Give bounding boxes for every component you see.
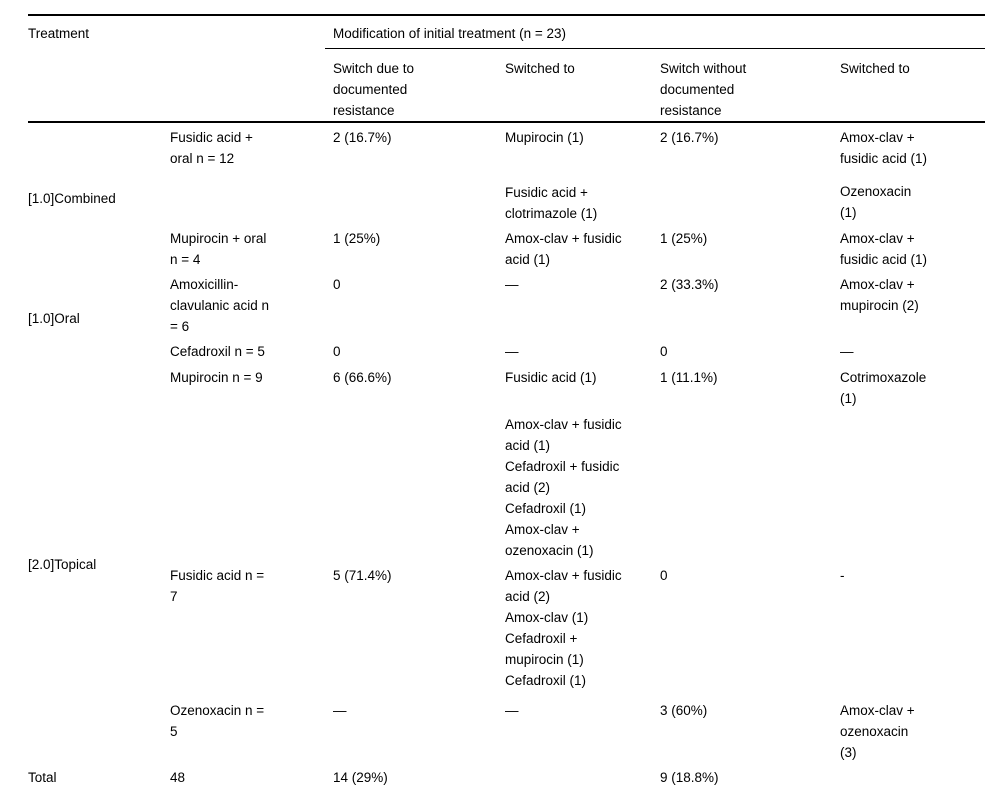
group-label-topical: [2.0]Topical <box>28 557 97 572</box>
total-switched-to-2-cell <box>832 762 985 786</box>
switched-to-entry: Cefadroxil (1) <box>505 500 587 516</box>
total-n-cell: 48 <box>168 762 325 786</box>
switched-to-entry: Amox-clav + fusidic acid (1) <box>840 129 928 166</box>
total-label: Total <box>28 762 168 786</box>
switched-to-cell: Amox-clav + fusidic acid (2) Amox-clav (… <box>497 561 652 696</box>
switched-to-entry: Fusidic acid + clotrimazole (1) <box>505 184 598 221</box>
total-switched-to-cell <box>497 762 652 786</box>
switched-to-entry: Amox-clav + fusidic acid (1) <box>505 416 622 453</box>
total-row: Total 48 14 (29%) 9 (18.8%) <box>28 762 985 786</box>
total-switch-without-cell: 9 (18.8%) <box>652 762 832 786</box>
group-label-oral: [1.0]Oral <box>28 310 80 326</box>
switch-without-cell: 0 <box>660 343 668 359</box>
treatment-cell: Amoxicillin-clavulanic acid n = 6 <box>170 276 270 334</box>
table-row: Cefadroxil n = 5 0 — 0 — <box>28 337 985 363</box>
switched-to-entry: - <box>840 567 845 583</box>
table-body: [1.0]Combined Fusidic acid + oral n = 12… <box>28 122 985 786</box>
table-header: Treatment Modification of initial treatm… <box>28 15 985 123</box>
switched-to-entry: Cefadroxil (1) <box>505 672 587 688</box>
switched-to-entry: — <box>505 276 519 292</box>
switch-without-cell: 1 (11.1%) <box>660 369 718 385</box>
switched-to-entry: Amox-clav + ozenoxacin (3) <box>840 702 915 760</box>
switched-to-entry: — <box>505 702 519 718</box>
switched-to-2-cell: Amox-clav + ozenoxacin (3) <box>832 696 985 763</box>
switch-due-cell: 2 (16.7%) <box>333 129 392 145</box>
switch-due-cell: 0 <box>333 343 341 359</box>
empty-header-cell <box>28 48 168 123</box>
group-label-combined: [1.0]Combined <box>28 190 116 206</box>
table-row: Fusidic acid n = 7 5 (71.4%) Amox-clav +… <box>28 561 985 696</box>
switch-due-cell: 1 (25%) <box>333 230 381 246</box>
treatment-cell: Mupirocin n = 9 <box>170 369 263 385</box>
switched-to-entry: Cefadroxil + fusidic acid (2) <box>505 458 620 495</box>
empty-header-cell <box>168 48 325 123</box>
switched-to-cell: — <box>497 337 652 363</box>
treatment-column-header: Treatment <box>28 26 90 41</box>
treatment-cell: Cefadroxil n = 5 <box>170 343 265 359</box>
switched-to-entry: Amox-clav + fusidic acid (1) <box>505 230 622 267</box>
treatment-cell: Ozenoxacin n = 5 <box>170 702 265 739</box>
total-switch-due-cell: 14 (29%) <box>325 762 497 786</box>
switch-without-cell: 3 (60%) <box>660 702 708 718</box>
header-row-sub: Switch due to documented resistance Swit… <box>28 48 985 123</box>
switched-to-2-cell: Amox-clav + fusidic acid (1) Ozenoxacin … <box>832 122 985 224</box>
switched-to-cell: — <box>497 270 652 337</box>
switched-to-cell: Fusidic acid (1) Amox-clav + fusidic aci… <box>497 363 652 561</box>
switched-to-entry: Ozenoxacin (1) <box>840 183 912 220</box>
table-row: [1.0]Oral Amoxicillin-clavulanic acid n … <box>28 270 985 337</box>
switched-to-entry: Fusidic acid (1) <box>505 369 597 385</box>
switched-to-2-header: Switched to <box>832 48 985 123</box>
switched-to-2-cell: Amox-clav + mupirocin (2) <box>832 270 985 337</box>
switch-without-cell: 2 (33.3%) <box>660 276 719 292</box>
switched-to-2-cell: Cotrimoxazole (1) <box>832 363 985 561</box>
header-row-spanner: Treatment Modification of initial treatm… <box>28 15 985 49</box>
table-row: [1.0]Combined Fusidic acid + oral n = 12… <box>28 122 985 224</box>
switch-due-cell: — <box>333 702 347 718</box>
treatment-cell: Fusidic acid n = 7 <box>170 567 265 604</box>
switched-to-2-cell: - <box>832 561 985 696</box>
treatment-cell: Fusidic acid + oral n = 12 <box>170 129 253 166</box>
modification-spanner-header: Modification of initial treatment (n = 2… <box>325 15 985 49</box>
switch-due-cell: 5 (71.4%) <box>333 567 392 583</box>
switched-to-entry: Amox-clav + mupirocin (2) <box>840 276 919 313</box>
switch-without-cell: 0 <box>660 567 668 583</box>
switched-to-entry: Amox-clav + fusidic acid (2) <box>505 567 622 604</box>
switched-to-entry: Mupirocin (1) <box>505 129 584 145</box>
switched-to-entry: Cefadroxil + mupirocin (1) <box>505 630 584 667</box>
switch-without-cell: 1 (25%) <box>660 230 708 246</box>
switched-to-entry: — <box>505 343 519 359</box>
treatment-modification-table: Treatment Modification of initial treatm… <box>28 14 985 786</box>
switched-to-2-cell: — <box>832 337 985 363</box>
switched-to-cell: — <box>497 696 652 763</box>
switch-due-cell: 0 <box>333 276 341 292</box>
switched-to-entry: — <box>840 343 854 359</box>
switch-due-header: Switch due to documented resistance <box>325 48 497 123</box>
switch-due-cell: 6 (66.6%) <box>333 369 392 385</box>
switched-to-cell: Mupirocin (1) Fusidic acid + clotrimazol… <box>497 122 652 224</box>
switched-to-entry: Amox-clav + fusidic acid (1) <box>840 230 928 267</box>
table-row: Ozenoxacin n = 5 — — 3 (60%) Amox-clav +… <box>28 696 985 763</box>
treatment-cell: Mupirocin + oral n = 4 <box>170 230 267 267</box>
switched-to-header: Switched to <box>497 48 652 123</box>
table-row: [2.0]Topical Mupirocin n = 9 6 (66.6%) F… <box>28 363 985 573</box>
table-row: Mupirocin + oral n = 4 1 (25%) Amox-clav… <box>28 224 985 270</box>
switched-to-entry: Cotrimoxazole (1) <box>840 369 927 406</box>
switched-to-entry: Amox-clav (1) <box>505 609 589 625</box>
switch-without-cell: 2 (16.7%) <box>660 129 719 145</box>
switched-to-2-cell: Amox-clav + fusidic acid (1) <box>832 224 985 270</box>
switch-without-header: Switch without documented resistance <box>652 48 832 123</box>
switched-to-entry: Amox-clav + ozenoxacin (1) <box>505 521 594 558</box>
switched-to-cell: Amox-clav + fusidic acid (1) <box>497 224 652 270</box>
